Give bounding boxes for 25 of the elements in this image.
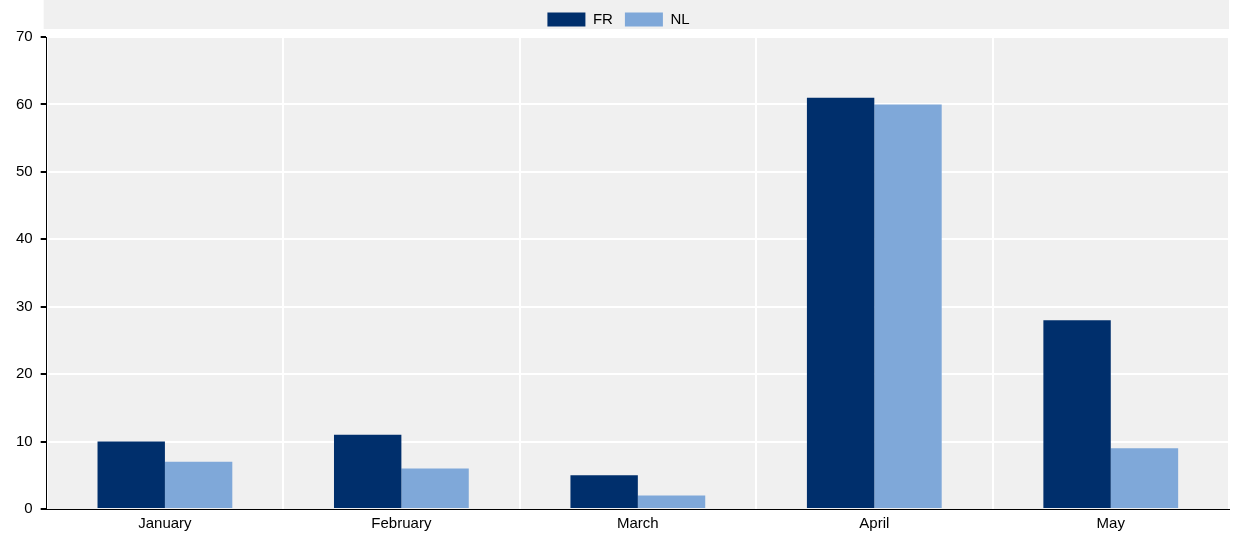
bar	[97, 441, 165, 508]
x-tick-label: February	[371, 514, 432, 532]
bar	[1043, 320, 1111, 508]
bar	[401, 468, 469, 508]
x-tick-label: March	[617, 514, 659, 532]
x-tick-label: April	[859, 514, 890, 532]
bar	[1110, 448, 1179, 508]
y-tick-label: 50	[16, 162, 33, 179]
bar	[874, 104, 942, 508]
legend-label: NL	[670, 9, 690, 27]
y-tick-label: 10	[16, 431, 33, 449]
x-tick-label: May	[1096, 514, 1126, 532]
y-tick-label: 20	[16, 364, 33, 382]
y-tick-label: 30	[16, 296, 33, 314]
x-tick-label: January	[138, 514, 193, 532]
y-tick-label: 60	[16, 94, 33, 112]
bar	[637, 495, 706, 508]
bar	[333, 434, 402, 508]
y-tick-label: 70	[16, 27, 33, 45]
legend-label: FR	[592, 9, 614, 27]
y-tick-label: 0	[24, 499, 33, 517]
bar	[164, 461, 233, 508]
bar	[570, 475, 638, 508]
y-tick-label: 40	[16, 229, 33, 247]
bar	[806, 97, 875, 508]
